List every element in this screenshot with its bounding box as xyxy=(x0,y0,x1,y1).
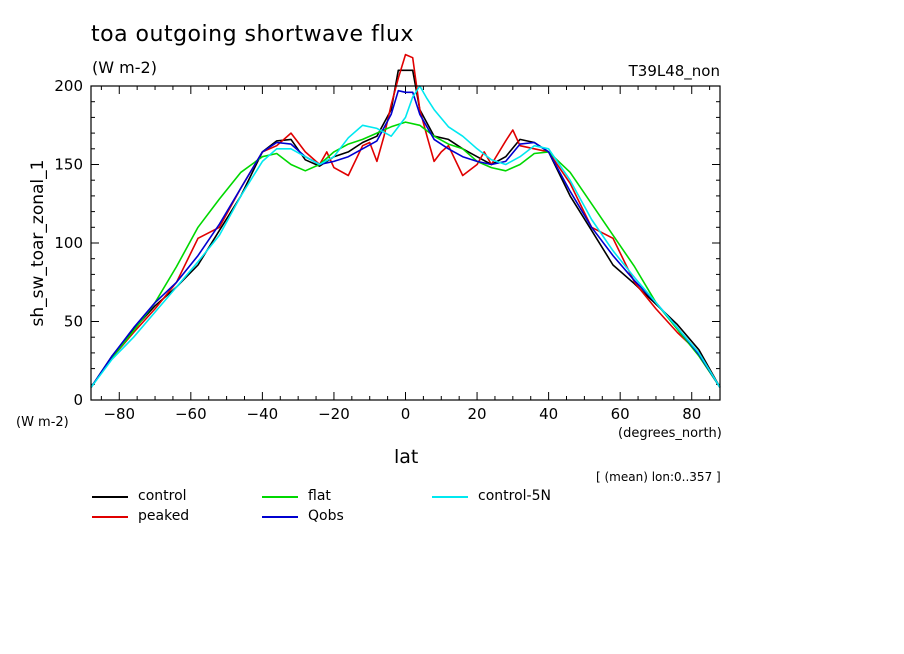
legend-swatch xyxy=(262,496,298,498)
legend-swatch xyxy=(432,496,468,498)
tick-labels: −80 −60 −40 −20 0 20 40 60 80 0 50 100 150 200 xyxy=(54,77,701,423)
averaging-note: [ (mean) lon:0..357 ] xyxy=(596,470,721,484)
y-tick-label: 100 xyxy=(54,234,83,252)
legend-label: flat xyxy=(308,488,331,504)
x-tick-label: −20 xyxy=(318,405,350,423)
legend-swatch xyxy=(92,516,128,518)
title-units: (W m-2) xyxy=(92,58,157,77)
y-tick-label: 50 xyxy=(64,313,83,331)
x-tick-label: 40 xyxy=(539,405,558,423)
legend-swatch xyxy=(92,496,128,498)
series-line-flat xyxy=(90,121,721,388)
x-axis-units: (degrees_north) xyxy=(618,426,722,441)
x-tick-label: 20 xyxy=(468,405,487,423)
y-tick-label: 150 xyxy=(54,156,83,174)
legend-label: peaked xyxy=(138,508,190,524)
series-line-peaked xyxy=(90,53,721,388)
legend-swatch xyxy=(262,516,298,518)
series-line-control xyxy=(90,69,721,388)
legend-label: control-5N xyxy=(478,488,551,504)
y-axis-label: sh_sw_toar_zonal_1 xyxy=(28,159,48,327)
run-label: T39L48_non xyxy=(628,62,720,80)
x-tick-label: 0 xyxy=(401,405,411,423)
legend-label: Qobs xyxy=(308,508,344,524)
x-tick-label: 60 xyxy=(611,405,630,423)
y-axis-units: (W m-2) xyxy=(16,415,69,430)
series-line-qobs xyxy=(90,89,721,388)
series-line-control-5n xyxy=(90,85,721,388)
y-tick-label: 0 xyxy=(73,391,83,409)
plot-frame xyxy=(90,85,721,401)
x-tick-label: −60 xyxy=(175,405,207,423)
x-tick-label: −80 xyxy=(103,405,135,423)
series-lines xyxy=(90,53,721,388)
x-tick-label: −40 xyxy=(247,405,279,423)
axis-ticks xyxy=(91,86,720,400)
legend-label: control xyxy=(138,488,187,504)
x-tick-label: 80 xyxy=(682,405,701,423)
x-axis-label: lat xyxy=(394,446,419,468)
y-tick-label: 200 xyxy=(54,77,83,95)
chart-title: toa outgoing shortwave flux xyxy=(91,22,414,47)
